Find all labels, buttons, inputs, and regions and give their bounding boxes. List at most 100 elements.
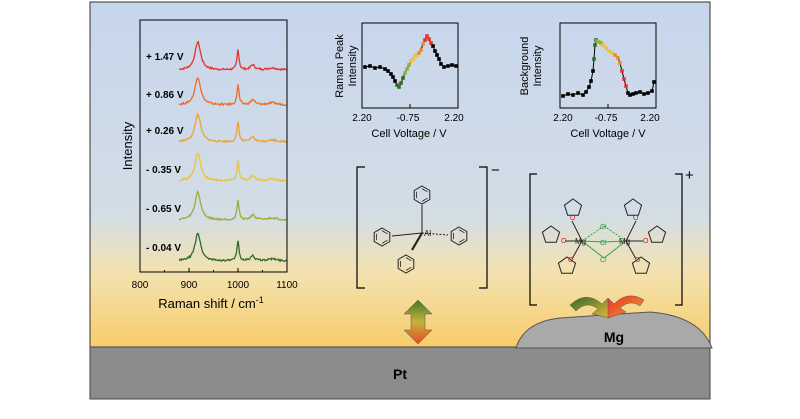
anion-structure: − Al [356, 162, 500, 289]
data-point [403, 71, 407, 75]
data-point [421, 42, 425, 46]
deposit-label: Mg [604, 329, 624, 345]
data-point [439, 62, 443, 66]
data-point [413, 54, 417, 58]
spectra-traces [178, 40, 287, 263]
magnesium-atom-label: Mg [619, 237, 630, 246]
oxygen-atom-label: O [643, 238, 649, 245]
data-point [618, 61, 622, 65]
data-point [581, 93, 585, 97]
data-point [626, 91, 630, 95]
data-point [571, 93, 575, 97]
data-point [389, 72, 393, 76]
trace-label: + 1.47 V [146, 52, 184, 63]
data-point [399, 81, 403, 85]
peak-intensity-points [363, 34, 458, 89]
data-point [423, 38, 427, 42]
data-point [397, 85, 401, 89]
data-point [628, 93, 632, 97]
data-point [638, 90, 642, 94]
spectra-xtick-label: 800 [132, 280, 149, 291]
data-point [587, 85, 591, 89]
peak-xtick-label: -0.75 [397, 113, 420, 124]
data-point [450, 63, 454, 67]
anion-charge: − [491, 162, 500, 179]
data-point [616, 56, 620, 60]
aluminum-atom-label: Al [424, 229, 431, 238]
magnesium-deposit [515, 311, 713, 349]
background-plot-ticks [559, 104, 657, 108]
spectra-x-ticks [139, 268, 288, 272]
data-point [454, 64, 458, 68]
oxygen-atom-label: O [568, 257, 574, 264]
oxygen-atom-label: O [570, 215, 576, 222]
spectra-x-axis-title: Raman shift / cm-1 [158, 295, 264, 311]
trace-label: - 0.04 V [146, 243, 181, 254]
spectra-y-axis-title: Intensity [120, 121, 135, 170]
data-point [417, 51, 421, 55]
data-point [425, 34, 429, 38]
data-point [435, 53, 439, 57]
data-point [378, 65, 382, 69]
data-point [589, 79, 593, 83]
curved-arrow-icon [607, 295, 645, 319]
data-point [604, 46, 608, 50]
data-point [591, 69, 595, 73]
data-point [363, 65, 367, 69]
background-x-axis-title: Cell Voltage / V [570, 128, 646, 140]
data-point [368, 64, 372, 68]
data-point [383, 67, 387, 71]
data-point [610, 51, 614, 55]
data-point [607, 49, 611, 53]
electrode-label: Pt [393, 366, 407, 382]
data-point [561, 94, 565, 98]
background-xtick-label: -0.75 [595, 113, 618, 124]
data-point [576, 91, 580, 95]
data-point [634, 91, 638, 95]
data-point [446, 64, 450, 68]
data-point [419, 48, 423, 52]
data-point [401, 76, 405, 80]
data-point [395, 83, 399, 87]
data-point [386, 69, 390, 73]
data-point [652, 80, 656, 84]
spectrum-trace [178, 153, 287, 183]
peak-y-axis-title: Raman PeakIntensity [334, 34, 359, 98]
data-point [437, 57, 441, 61]
spectra-xtick-label: 1000 [227, 280, 250, 291]
trace-label: + 0.26 V [146, 126, 184, 137]
magnesium-atom-label: Mg [575, 237, 586, 246]
data-point [373, 66, 377, 70]
data-point [391, 75, 395, 79]
chloride-atom-label: Cl [600, 240, 607, 247]
spectrum-trace [178, 232, 287, 263]
data-point [599, 41, 603, 45]
data-point [613, 53, 617, 57]
data-point [427, 37, 431, 41]
spectra-xtick-label: 900 [181, 280, 198, 291]
oxygen-atom-label: O [561, 238, 567, 245]
data-point [433, 49, 437, 53]
trace-label: + 0.86 V [146, 90, 184, 101]
data-point [592, 57, 596, 61]
spectrum-trace [178, 112, 287, 144]
data-point [411, 57, 415, 61]
chloride-atom-label: Cl [600, 257, 607, 264]
data-point [566, 92, 570, 96]
curved-arrow-icon [569, 297, 611, 319]
cation-charge: + [685, 167, 694, 184]
data-point [415, 53, 419, 57]
data-point [593, 43, 597, 47]
data-point [601, 43, 605, 47]
trace-label: - 0.35 V [146, 165, 181, 176]
data-point [642, 92, 646, 96]
data-point [405, 67, 409, 71]
data-point [442, 65, 446, 69]
background-xtick-label: 2.20 [553, 113, 573, 124]
data-point [650, 89, 654, 93]
data-point [407, 63, 411, 67]
spectrum-trace [179, 40, 287, 72]
peak-xtick-label: 2.20 [444, 113, 464, 124]
spectra-xtick-label: 1100 [276, 280, 298, 291]
